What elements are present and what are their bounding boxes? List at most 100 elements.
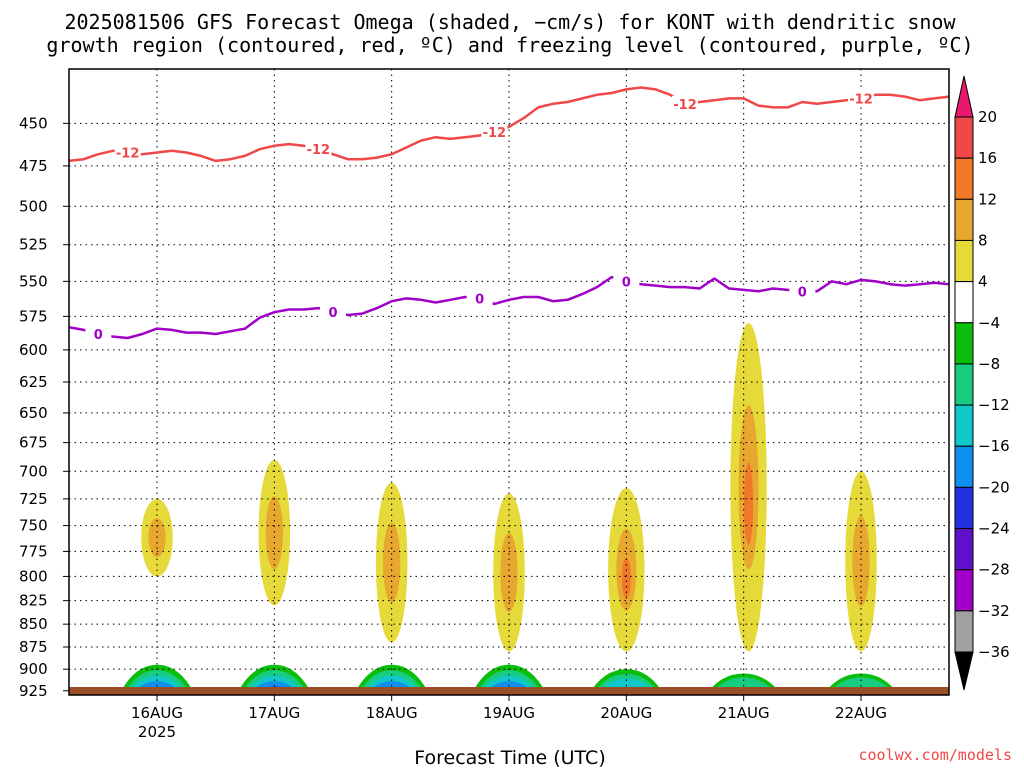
contour-label: 0 bbox=[328, 306, 337, 321]
y-tick-label: 600 bbox=[19, 341, 48, 359]
contour-label: 0 bbox=[622, 275, 631, 290]
contour-label: -12 bbox=[483, 126, 507, 141]
colorbar-segment bbox=[954, 239, 974, 283]
colorbar-label: 20 bbox=[978, 108, 997, 126]
contour-label: 0 bbox=[798, 285, 807, 300]
colorbar-label: −24 bbox=[978, 520, 1010, 538]
y-tick-label: 650 bbox=[19, 404, 48, 422]
colorbar-label: 4 bbox=[978, 273, 988, 291]
colorbar-segment bbox=[954, 322, 974, 365]
y-tick-label: 575 bbox=[19, 307, 48, 325]
y-tick-label: 800 bbox=[19, 567, 48, 585]
y-tick-label: 875 bbox=[19, 638, 48, 656]
y-tick-label: 500 bbox=[19, 197, 48, 215]
y-tick-label: 850 bbox=[19, 615, 48, 633]
colorbar-bottom-arrow bbox=[954, 651, 974, 691]
x-axis-label: Forecast Time (UTC) bbox=[414, 747, 605, 768]
colorbar-label: −36 bbox=[978, 643, 1010, 661]
omega-feature-updraft bbox=[730, 323, 767, 652]
contour-label-bg bbox=[481, 124, 508, 141]
y-tick-label: 550 bbox=[19, 272, 48, 290]
colorbar-segment bbox=[954, 281, 974, 324]
colorbar-top-arrow bbox=[954, 75, 974, 118]
contour-lines: -12 -12 -12 -12 -12 0 0 0 0 0 bbox=[69, 86, 949, 343]
colorbar-label: −32 bbox=[978, 602, 1010, 620]
contour-line-dgz bbox=[69, 86, 949, 163]
contour-label: -12 bbox=[673, 98, 697, 113]
contour-label-bg bbox=[672, 95, 698, 112]
plot-area: -12 -12 -12 -12 -12 0 0 0 0 0 bbox=[68, 68, 950, 696]
y-tick-label: 700 bbox=[19, 462, 48, 480]
x-tick-label: 18AUG bbox=[366, 704, 418, 722]
y-tick-label: 925 bbox=[19, 682, 48, 700]
y-tick-label: 625 bbox=[19, 373, 48, 391]
contour-label-bg bbox=[466, 290, 493, 307]
y-tick-label: 900 bbox=[19, 660, 48, 678]
updraft-cell-12 bbox=[621, 557, 631, 599]
contour-label: 0 bbox=[94, 328, 103, 343]
colorbar-segment bbox=[954, 610, 974, 653]
y-tick-label: 525 bbox=[19, 236, 48, 254]
contour-label-bg bbox=[789, 283, 816, 300]
y-tick-label: 450 bbox=[19, 114, 48, 132]
y-tick-label: 475 bbox=[19, 157, 48, 175]
colorbar-label: −8 bbox=[978, 355, 1000, 373]
colorbar-segment bbox=[954, 528, 974, 571]
colorbar-segment bbox=[954, 157, 974, 200]
y-tick-label: 750 bbox=[19, 517, 48, 535]
colorbar-label: 12 bbox=[978, 190, 997, 208]
omega-feature-updraft bbox=[845, 471, 877, 652]
colorbar-label: 16 bbox=[978, 149, 997, 167]
colorbar-segment bbox=[954, 569, 974, 612]
contour-label-bg bbox=[848, 90, 874, 107]
credit-text: coolwx.com/models bbox=[858, 746, 1012, 764]
y-tick-label: 825 bbox=[19, 592, 48, 610]
x-tick-label: 19AUG bbox=[483, 704, 535, 722]
colorbar-segment bbox=[954, 198, 974, 241]
updraft-cell-12 bbox=[744, 462, 754, 545]
omega-feature-updraft bbox=[493, 493, 525, 652]
updraft-cell-8 bbox=[500, 532, 518, 612]
omega-feature-updraft bbox=[258, 459, 291, 606]
y-tick-label: 675 bbox=[19, 434, 48, 452]
y-axis: 450 475 500 525 550 575 600 625 650 675 700 725 750 7… bbox=[19, 114, 69, 700]
updraft-cell-8 bbox=[852, 516, 870, 607]
x-tick-label: 17AUG bbox=[248, 704, 300, 722]
colorbar-label: −28 bbox=[978, 561, 1010, 579]
colorbar-label: −20 bbox=[978, 478, 1010, 496]
colorbar-label: 8 bbox=[978, 231, 988, 249]
contour-label-bg bbox=[613, 273, 640, 290]
chart-title-line-2: growth region (contoured, red, ºC) and f… bbox=[46, 33, 973, 57]
x-tick-sublabel: 2025 bbox=[138, 723, 176, 741]
contour-label-bg bbox=[305, 141, 332, 158]
colorbar-label: −4 bbox=[978, 314, 1000, 332]
contour-label: -12 bbox=[116, 147, 140, 162]
x-tick-label: 20AUG bbox=[600, 704, 652, 722]
y-tick-label: 725 bbox=[19, 490, 48, 508]
grid-lines bbox=[69, 69, 949, 695]
contour-label: 0 bbox=[475, 292, 484, 307]
colorbar: 20 16 12 8 4 −4 −8 −12 −16 −20 −24 −28 −32 −36 bbox=[954, 75, 1010, 691]
colorbar-segment bbox=[954, 363, 974, 406]
colorbar-segment bbox=[954, 404, 974, 447]
x-tick-label: 16AUG bbox=[131, 704, 183, 722]
updraft-cell-8 bbox=[265, 496, 284, 570]
chart-title-line-1: 2025081506 GFS Forecast Omega (shaded, −… bbox=[64, 10, 956, 34]
colorbar-segment bbox=[954, 445, 974, 488]
contour-label: -12 bbox=[849, 92, 873, 107]
y-tick-label: 775 bbox=[19, 542, 48, 560]
colorbar-label: −12 bbox=[978, 396, 1010, 414]
contour-label: -12 bbox=[307, 143, 331, 158]
updraft-cell-8 bbox=[382, 522, 401, 603]
contour-label-bg bbox=[114, 144, 141, 161]
x-tick-label: 21AUG bbox=[718, 704, 770, 722]
colorbar-segment bbox=[954, 116, 974, 159]
colorbar-segment bbox=[954, 486, 974, 530]
contour-label-bg bbox=[85, 325, 112, 342]
ground-surface bbox=[69, 687, 949, 695]
omega-feature-updraft bbox=[375, 482, 408, 643]
x-tick-label: 22AUG bbox=[835, 704, 887, 722]
contour-label-bg bbox=[320, 304, 346, 321]
